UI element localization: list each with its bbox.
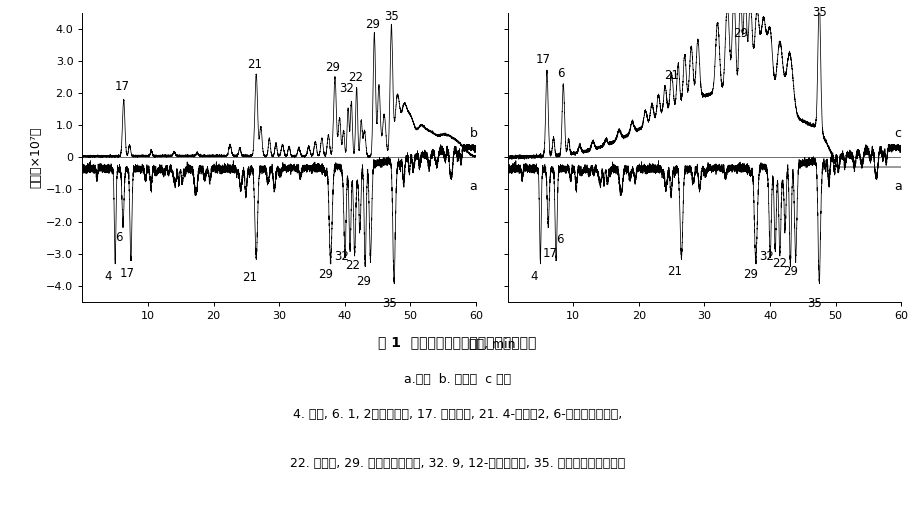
Text: 35: 35 [382, 297, 397, 310]
Text: 29: 29 [365, 18, 380, 30]
Text: 22. 十二酸, 29. 邓苯二甲酸酯类, 32. 9, 12-二烯十八酸, 35. 邓苯二甲酸二异辛酯: 22. 十二酸, 29. 邓苯二甲酸酯类, 32. 9, 12-二烯十八酸, 3… [290, 457, 625, 470]
Text: 6: 6 [556, 233, 564, 246]
Text: 32: 32 [759, 250, 774, 264]
Text: c: c [895, 127, 901, 140]
Text: 22: 22 [348, 71, 363, 84]
Text: 21: 21 [247, 58, 262, 71]
Text: 35: 35 [812, 6, 826, 19]
Text: 29: 29 [743, 268, 758, 281]
Text: 21: 21 [667, 265, 683, 278]
Text: 29: 29 [356, 275, 371, 287]
Text: 29: 29 [318, 268, 333, 281]
Text: 35: 35 [807, 297, 822, 310]
Text: 6: 6 [557, 67, 565, 80]
Text: 6: 6 [114, 231, 123, 244]
Text: 22: 22 [345, 259, 361, 271]
Text: 4. 甲苯, 6. 1, 2－二甲基苯, 17. 苯并噌唢, 21. 4-甲基－2, 6-二叔丁基－苯酚,: 4. 甲苯, 6. 1, 2－二甲基苯, 17. 苯并噌唢, 21. 4-甲基－… [293, 408, 622, 421]
Text: 32: 32 [339, 82, 354, 95]
Text: 17: 17 [120, 267, 135, 280]
Text: 21: 21 [242, 271, 257, 284]
Text: 22: 22 [772, 257, 788, 270]
Text: 29: 29 [783, 265, 799, 278]
Text: a: a [469, 180, 478, 193]
Text: 4: 4 [105, 270, 113, 283]
Y-axis label: 丰度（×10⁷）: 丰度（×10⁷） [29, 127, 42, 188]
Text: b: b [469, 127, 478, 140]
Text: a.污水  b. 地下水  c 土壤: a.污水 b. 地下水 c 土壤 [404, 373, 511, 385]
Text: 17: 17 [536, 53, 551, 66]
Text: 32: 32 [334, 250, 349, 264]
Text: 35: 35 [384, 9, 399, 23]
Text: 29: 29 [326, 61, 340, 74]
Text: 17: 17 [114, 80, 129, 93]
Text: 时间, min: 时间, min [468, 338, 515, 351]
Text: 21: 21 [664, 69, 679, 82]
Text: 4: 4 [530, 270, 537, 283]
Text: 图 1  污水、土壤及地下水的色谱图比较: 图 1 污水、土壤及地下水的色谱图比较 [378, 335, 537, 349]
Text: a: a [895, 180, 902, 193]
Text: 29: 29 [733, 27, 748, 40]
Text: 17: 17 [543, 247, 558, 260]
